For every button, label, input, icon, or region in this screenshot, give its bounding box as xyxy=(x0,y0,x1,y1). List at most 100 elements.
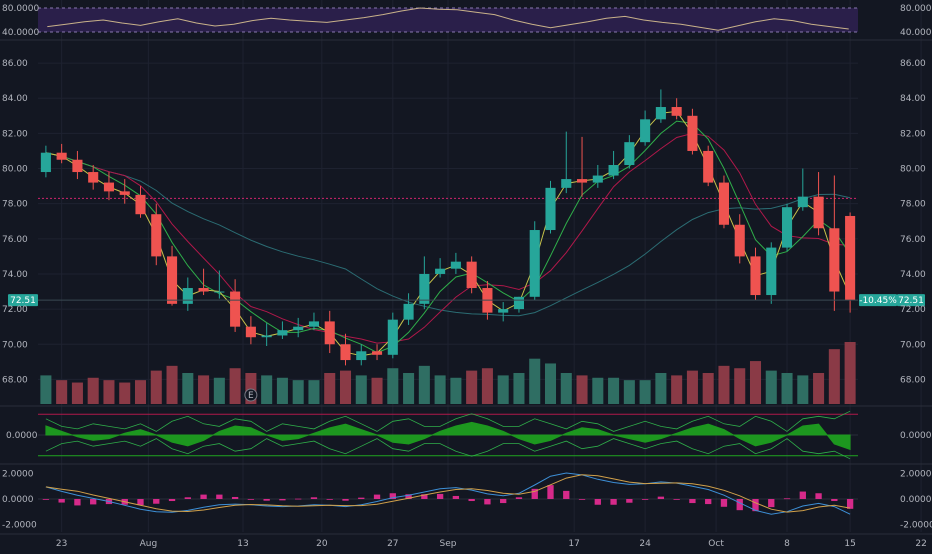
volume-bar xyxy=(56,380,68,404)
volume-bar xyxy=(182,373,194,404)
candle-body xyxy=(387,319,398,355)
volume-bar xyxy=(828,349,840,404)
volume-bar xyxy=(813,373,825,404)
candle-body xyxy=(576,179,588,183)
macd-histogram-bar xyxy=(689,499,696,504)
candle-body xyxy=(781,207,793,248)
macd-histogram-bar xyxy=(58,499,65,503)
macd-tick-left: 0.0000 xyxy=(2,495,34,505)
macd-histogram-bar xyxy=(279,499,286,501)
volume-bar xyxy=(702,373,714,404)
volume-bar xyxy=(718,365,730,404)
macd-histogram-bar xyxy=(641,499,649,500)
candle-body xyxy=(198,288,209,292)
x-tick-label: 13 xyxy=(237,539,248,549)
macd-histogram-bar xyxy=(831,499,838,502)
x-tick-label: 24 xyxy=(639,539,651,549)
volume-bar xyxy=(450,377,462,404)
candle-body xyxy=(529,230,540,297)
candle-body xyxy=(592,175,603,183)
volume-bar xyxy=(40,375,52,404)
candle-body xyxy=(72,159,83,173)
macd-histogram-bar xyxy=(168,499,176,502)
candle-body xyxy=(624,142,635,166)
price-tick-left: 86.00 xyxy=(2,59,28,69)
x-tick-label: 8 xyxy=(784,539,790,549)
macd-histogram-bar xyxy=(184,497,191,499)
volume-bar xyxy=(734,368,746,404)
macd-histogram-bar xyxy=(74,499,81,506)
volume-bar xyxy=(608,377,620,404)
x-tick-label: Aug xyxy=(140,539,158,549)
price-tick-right: 68.00 xyxy=(900,375,926,385)
candle-body xyxy=(498,309,509,313)
macd-histogram-bar xyxy=(373,494,381,499)
volume-bar xyxy=(261,375,273,404)
candle-body xyxy=(513,296,525,310)
volume-bar xyxy=(387,368,399,404)
macd-histogram-bar xyxy=(547,485,554,499)
volume-bar xyxy=(529,358,541,404)
volume-bar xyxy=(198,375,210,404)
volume-bar xyxy=(403,373,415,404)
macd-histogram-bar xyxy=(342,499,349,501)
candle-body xyxy=(703,150,714,183)
earnings-marker-label: E xyxy=(248,391,254,401)
volume-bar xyxy=(797,375,809,404)
volume-bar xyxy=(749,361,762,404)
macd-histogram-bar xyxy=(657,496,665,499)
candle-body xyxy=(750,256,761,296)
price-tick-right: 86.00 xyxy=(900,59,926,69)
volume-bar xyxy=(481,368,493,404)
rsi-panel xyxy=(38,7,858,33)
macd-tick-right: -2.0000 xyxy=(900,520,932,530)
price-tick-left: 70.00 xyxy=(2,340,28,350)
price-tick-right: 82.00 xyxy=(900,129,926,139)
volume-bar xyxy=(371,377,383,404)
candle-body xyxy=(56,152,67,160)
macd-histogram-bar xyxy=(720,499,728,507)
macd-histogram-bar xyxy=(783,498,791,500)
volume-bar xyxy=(623,380,635,404)
macd-histogram-bar xyxy=(421,494,428,499)
candle-body xyxy=(766,247,777,296)
x-tick-label: 22 xyxy=(915,539,926,549)
x-tick-label: Oct xyxy=(708,539,724,549)
volume-bar xyxy=(655,373,667,404)
macd-tick-right: 0.0000 xyxy=(900,495,932,505)
macd-histogram-bar xyxy=(137,499,144,506)
x-tick-label: 17 xyxy=(568,539,579,549)
volume-bar xyxy=(150,370,162,404)
volume-bar xyxy=(576,375,588,404)
rsi-tick-right: 80.0000 xyxy=(900,4,932,14)
macd-signal-line xyxy=(45,474,851,513)
macd-histogram-bar xyxy=(231,496,239,499)
macd-histogram-bar xyxy=(263,499,270,501)
macd-histogram-bar xyxy=(295,498,302,500)
ma-fast-line xyxy=(45,110,851,357)
x-axis: 23 Aug 13 20 27 Sep 17 24 Oct 8 15 22 xyxy=(56,539,927,549)
macd-tick-left: 2.0000 xyxy=(2,470,34,480)
x-tick-label: Sep xyxy=(440,539,457,549)
price-tick-left: 84.00 xyxy=(2,94,28,104)
macd-histogram-bar xyxy=(846,499,854,509)
macd-histogram-bar xyxy=(594,499,601,505)
volume-bar xyxy=(434,375,446,404)
volume-bar xyxy=(418,365,430,404)
osc-tick-right: 0.0000 xyxy=(900,431,932,441)
macd-histogram-bar xyxy=(216,494,223,499)
candle-body xyxy=(671,107,682,116)
volume-bar xyxy=(276,377,288,404)
rsi-tick-left: 40.0000 xyxy=(2,28,39,38)
price-panel: E72.51 -10.45% 72.51 xyxy=(8,89,925,404)
candle-body xyxy=(466,261,477,289)
candle-body xyxy=(608,165,619,176)
volume-bar xyxy=(560,373,572,404)
volume-bar xyxy=(355,375,367,404)
macd-histogram-bar xyxy=(563,490,570,499)
price-tick-left: 82.00 xyxy=(2,129,28,139)
rsi-tick-right: 40.0000 xyxy=(900,28,932,38)
price-tick-right: 72.00 xyxy=(900,305,926,315)
ma-long-line xyxy=(45,152,851,317)
macd-histogram-bar xyxy=(310,497,318,499)
